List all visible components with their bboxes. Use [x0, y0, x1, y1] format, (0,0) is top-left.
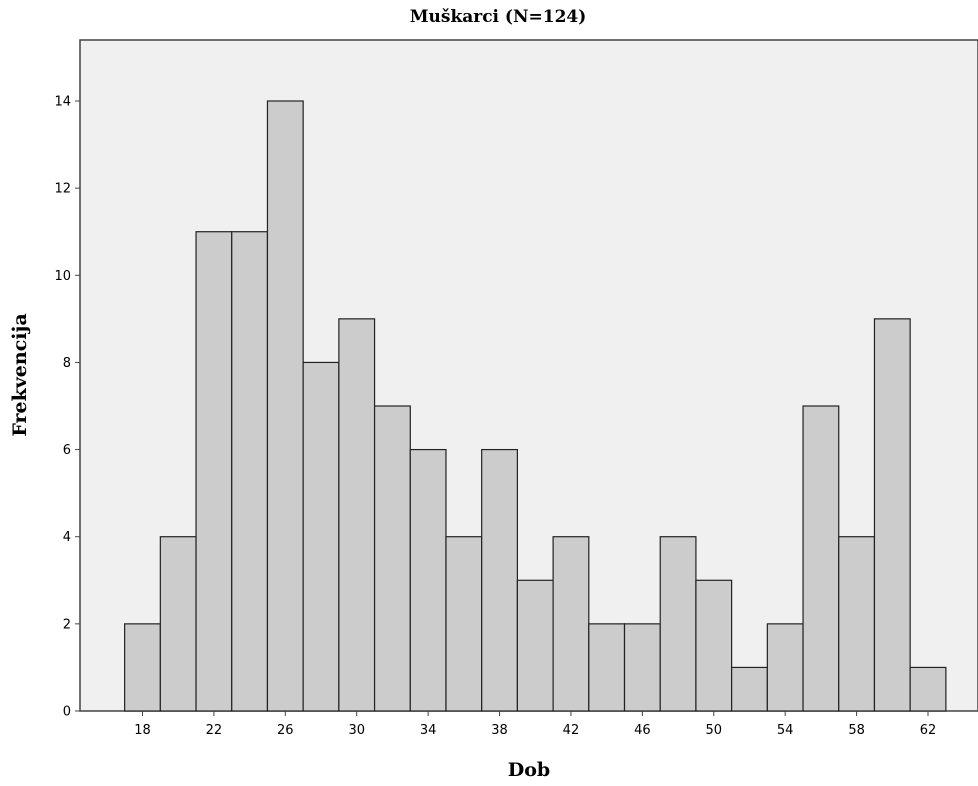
histogram-bar [159, 536, 197, 712]
x-tick-label: 34 [420, 723, 437, 738]
y-tick-label: 6 [63, 443, 71, 458]
histogram-bar [766, 623, 804, 712]
histogram-bar [659, 536, 697, 712]
y-tick-label: 2 [63, 617, 71, 632]
y-tick-label: 14 [54, 95, 71, 110]
y-axis-title: Frekvencija [9, 313, 31, 436]
histogram-bar [623, 623, 661, 712]
y-axis-ticks: 0 2 4 6 8 10 12 14 [54, 95, 80, 720]
histogram-bar [588, 623, 626, 712]
histogram-bar [802, 405, 840, 712]
x-tick-label: 50 [706, 723, 723, 738]
histogram-bar [552, 536, 590, 712]
x-tick-label: 26 [277, 723, 294, 738]
histogram-bar [516, 579, 554, 712]
x-tick-label: 38 [491, 723, 508, 738]
histogram-bar [838, 536, 876, 712]
x-axis-title: Dob [508, 759, 550, 781]
y-tick-label: 0 [63, 705, 71, 720]
y-tick-label: 10 [54, 269, 71, 284]
x-tick-label: 18 [134, 723, 151, 738]
x-tick-label: 58 [848, 723, 865, 738]
histogram-bar [266, 100, 304, 712]
histogram-bar [445, 536, 483, 712]
histogram-bar [731, 666, 768, 712]
x-tick-label: 22 [206, 723, 223, 738]
histogram-bar [873, 318, 911, 712]
x-tick-label: 62 [920, 723, 937, 738]
histogram-bar [231, 231, 269, 712]
histogram-bar [302, 361, 340, 712]
histogram-bar [409, 448, 447, 712]
y-tick-label: 12 [54, 182, 71, 197]
chart-title: Muškarci (N=124) [410, 7, 587, 27]
bars-group [124, 100, 947, 712]
histogram-bar [909, 666, 947, 712]
histogram-bar [195, 231, 233, 712]
histogram-bar [338, 318, 376, 712]
x-tick-label: 42 [563, 723, 580, 738]
histogram-bar [124, 623, 161, 712]
x-tick-label: 54 [777, 723, 794, 738]
y-tick-label: 4 [63, 530, 71, 545]
x-tick-label: 46 [634, 723, 651, 738]
x-tick-label: 30 [348, 723, 365, 738]
x-axis-ticks: 18 22 26 30 34 38 42 46 50 54 58 62 [134, 711, 936, 738]
y-tick-label: 8 [63, 356, 71, 371]
histogram-bar [481, 448, 518, 712]
histogram-bar [695, 579, 733, 712]
histogram-bar [373, 405, 411, 712]
